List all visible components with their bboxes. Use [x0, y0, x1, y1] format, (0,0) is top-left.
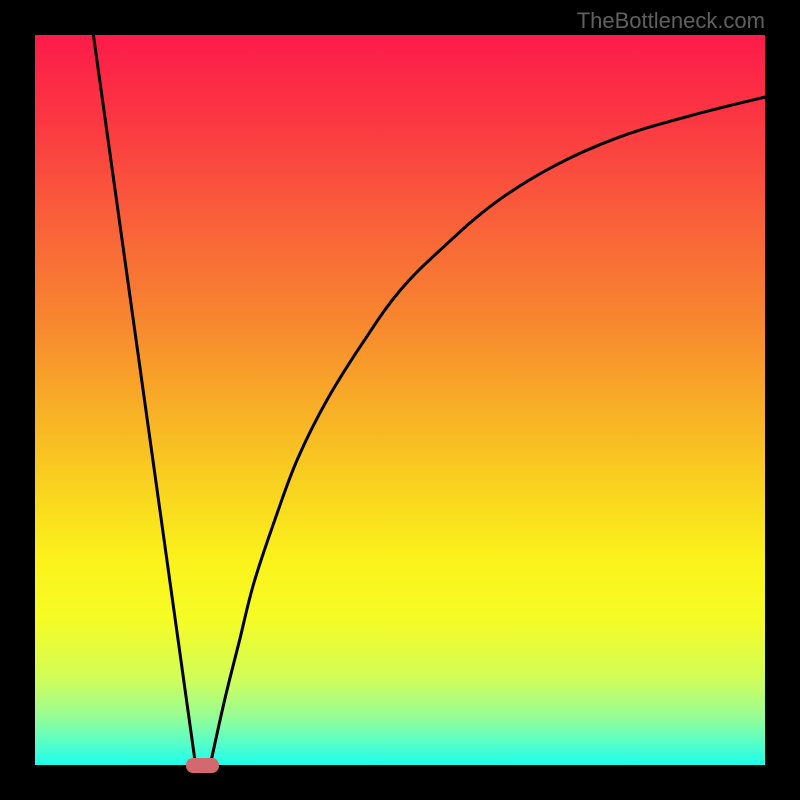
curve-left-segment — [93, 35, 195, 765]
curve-layer — [35, 35, 765, 765]
chart-container: TheBottleneck.com — [0, 0, 800, 800]
curve-right-segment — [210, 97, 765, 765]
watermark-text: TheBottleneck.com — [577, 8, 765, 34]
optimum-marker — [186, 758, 219, 773]
plot-area — [35, 35, 765, 765]
